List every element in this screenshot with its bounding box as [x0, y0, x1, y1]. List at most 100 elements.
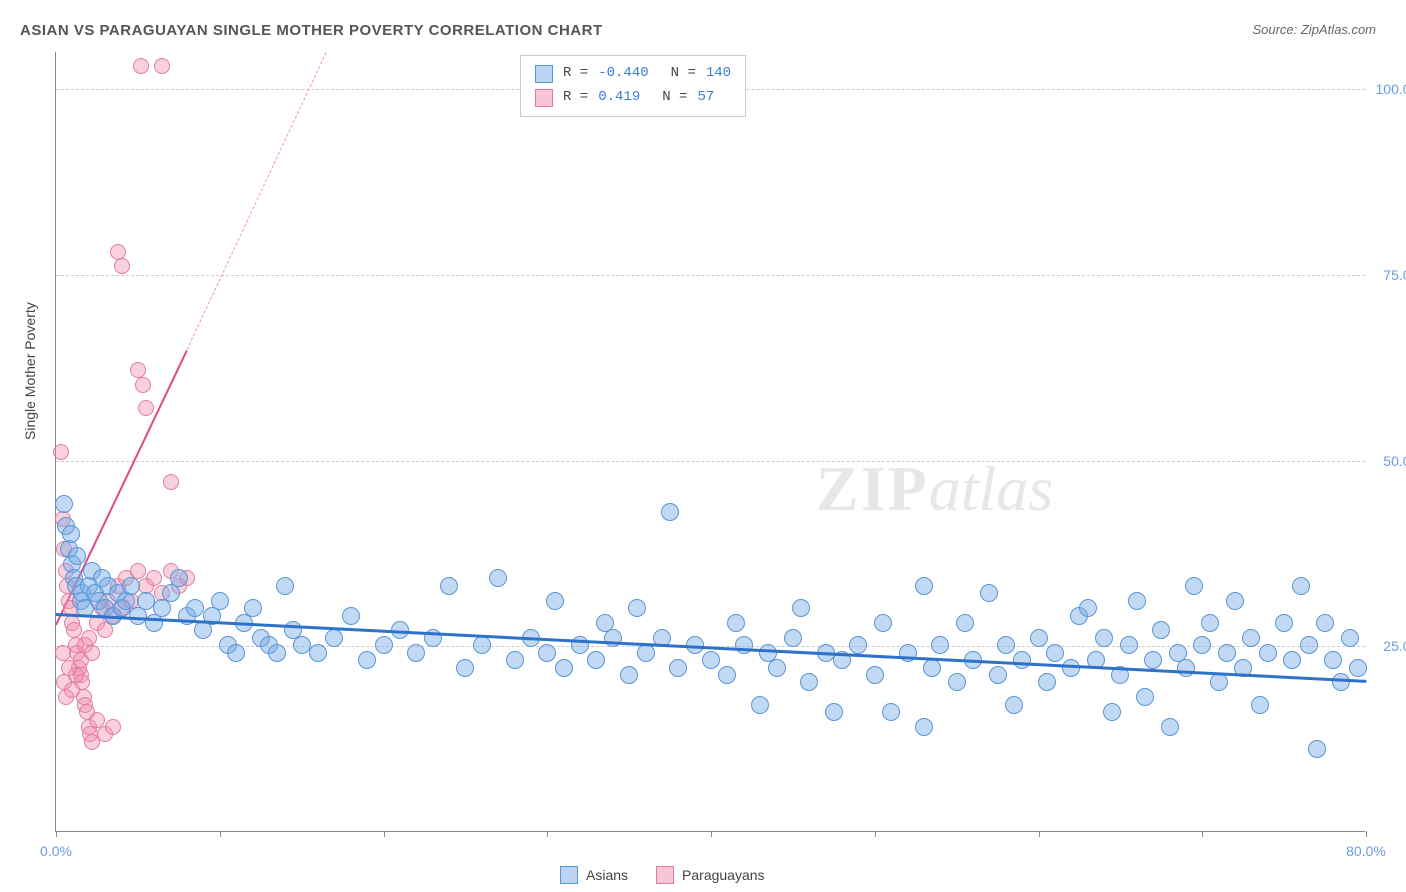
paraguayan-point	[97, 622, 113, 638]
asian-point	[784, 629, 802, 647]
asian-point	[587, 651, 605, 669]
asian-point	[1030, 629, 1048, 647]
asian-point	[931, 636, 949, 654]
legend-swatch	[535, 89, 553, 107]
paraguayan-point	[68, 667, 84, 683]
r-label: R =	[563, 86, 588, 110]
x-tick	[56, 831, 57, 837]
asian-point	[309, 644, 327, 662]
asian-point	[1005, 696, 1023, 714]
legend-swatch	[560, 866, 578, 884]
x-tick	[547, 831, 548, 837]
watermark: ZIPatlas	[816, 452, 1053, 526]
legend-swatch	[656, 866, 674, 884]
asian-point	[68, 547, 86, 565]
asian-point	[849, 636, 867, 654]
scatter-chart: ZIPatlas 25.0%50.0%75.0%100.0%0.0%80.0%	[55, 52, 1365, 832]
asian-point	[1341, 629, 1359, 647]
asian-point	[546, 592, 564, 610]
asian-point	[186, 599, 204, 617]
asian-point	[1177, 659, 1195, 677]
asian-point	[211, 592, 229, 610]
paraguayan-point	[146, 570, 162, 586]
asian-point	[702, 651, 720, 669]
x-tick	[1202, 831, 1203, 837]
legend-label: Asians	[586, 867, 628, 883]
y-tick-label: 75.0%	[1383, 267, 1406, 283]
asian-point	[628, 599, 646, 617]
asian-point	[669, 659, 687, 677]
asian-point	[882, 703, 900, 721]
asian-point	[1283, 651, 1301, 669]
asian-point	[62, 525, 80, 543]
x-tick	[711, 831, 712, 837]
asian-point	[456, 659, 474, 677]
asian-point	[768, 659, 786, 677]
r-label: R =	[563, 62, 588, 86]
paraguayan-point	[135, 377, 151, 393]
asian-point	[538, 644, 556, 662]
asian-point	[997, 636, 1015, 654]
x-tick-label: 80.0%	[1346, 843, 1386, 859]
asian-point	[1349, 659, 1367, 677]
legend-row: R =-0.440N =140	[535, 62, 731, 86]
legend-item: Paraguayans	[656, 866, 765, 884]
legend-row: R = 0.419 N = 57	[535, 86, 731, 110]
asian-point	[1300, 636, 1318, 654]
asian-point	[874, 614, 892, 632]
asian-point	[375, 636, 393, 654]
asian-point	[637, 644, 655, 662]
paraguayan-point	[154, 58, 170, 74]
asian-point	[727, 614, 745, 632]
x-tick	[1039, 831, 1040, 837]
asian-point	[137, 592, 155, 610]
paraguayan-point	[105, 719, 121, 735]
asian-point	[735, 636, 753, 654]
asian-point	[1210, 673, 1228, 691]
asian-point	[792, 599, 810, 617]
y-tick-label: 100.0%	[1376, 81, 1406, 97]
asian-point	[661, 503, 679, 521]
asian-point	[293, 636, 311, 654]
asian-point	[1079, 599, 1097, 617]
asian-point	[751, 696, 769, 714]
x-tick	[875, 831, 876, 837]
asian-point	[325, 629, 343, 647]
r-value: 0.419	[598, 86, 640, 110]
chart-title: ASIAN VS PARAGUAYAN SINGLE MOTHER POVERT…	[20, 22, 603, 39]
asian-point	[1226, 592, 1244, 610]
asian-point	[276, 577, 294, 595]
legend-label: Paraguayans	[682, 867, 765, 883]
paraguayan-point	[133, 58, 149, 74]
x-tick	[220, 831, 221, 837]
asian-point	[923, 659, 941, 677]
asian-point	[980, 584, 998, 602]
asian-point	[244, 599, 262, 617]
asian-point	[1324, 651, 1342, 669]
watermark-zip: ZIP	[816, 453, 929, 524]
asian-point	[1201, 614, 1219, 632]
asian-point	[1152, 621, 1170, 639]
n-label: N =	[662, 86, 687, 110]
n-value: 57	[697, 86, 714, 110]
asian-point	[800, 673, 818, 691]
paraguayan-point	[163, 474, 179, 490]
asian-point	[122, 577, 140, 595]
asian-point	[1275, 614, 1293, 632]
n-value: 140	[706, 62, 731, 86]
paraguayan-point	[114, 258, 130, 274]
asian-point	[1144, 651, 1162, 669]
asian-point	[506, 651, 524, 669]
gridline	[56, 461, 1365, 462]
paraguayan-point	[53, 444, 69, 460]
asian-point	[948, 673, 966, 691]
asian-point	[227, 644, 245, 662]
asian-point	[1193, 636, 1211, 654]
asian-point	[1292, 577, 1310, 595]
asian-point	[1242, 629, 1260, 647]
asian-point	[620, 666, 638, 684]
asian-point	[1046, 644, 1064, 662]
asian-point	[1013, 651, 1031, 669]
paraguayan-point	[110, 244, 126, 260]
paraguayan-point	[130, 362, 146, 378]
